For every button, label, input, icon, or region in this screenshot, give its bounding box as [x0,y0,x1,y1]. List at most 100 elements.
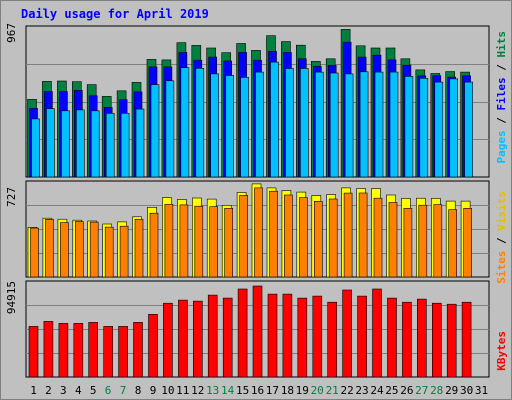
kbytes-bar-kbytes [207,294,218,378]
day-label: 8 [135,384,142,397]
day-label: 25 [385,384,398,397]
visits-sites-bar-sites [448,209,458,278]
day-label: 31 [475,384,488,397]
day-label: 5 [90,384,97,397]
kbytes-bar-kbytes [222,297,233,378]
hits-files-pages-bar-pages [255,71,264,178]
kbytes-bar-kbytes [357,295,367,378]
kbytes-bar-kbytes [387,297,397,378]
hits-files-pages-bar-pages [90,110,100,178]
kbytes-bar-kbytes [282,293,293,378]
visits-sites-bar-sites [45,219,54,278]
day-label: 13 [206,384,219,397]
day-label: 22 [340,384,353,397]
hits-files-pages-bar-pages [150,84,160,178]
visits-sites-bar-sites [328,198,338,278]
kbytes-bar-kbytes [58,323,69,378]
day-label: 21 [326,384,339,397]
kbytes-bar-kbytes [252,285,263,378]
day-label: 28 [430,384,443,397]
visits-sites-bar-sites [30,227,39,278]
visits-sites-bar-sites [388,202,398,278]
day-label: 2 [45,384,52,397]
day-label: 27 [415,384,428,397]
hits-files-pages-bar-pages [344,73,354,178]
day-label: 24 [370,384,384,397]
kbytes-bar-kbytes [28,326,39,378]
hits-files-pages-bar-pages [389,71,399,178]
visits-sites-bar-sites [194,205,204,278]
kbytes-bar-kbytes [327,301,338,378]
hits-files-pages-bar-pages [240,77,249,178]
visits-sites-bar-sites [119,225,129,278]
visits-sites-bar-sites [298,197,308,278]
kbytes-bar-kbytes [73,323,84,378]
visits-sites-bar-sites [463,208,472,278]
kbytes-bar-kbytes [312,295,323,378]
day-label: 29 [445,384,458,397]
visits-sites-bar-sites [418,204,428,278]
day-label: 9 [150,384,157,397]
kbytes-bar-kbytes [237,288,248,378]
hits-files-pages-bar-pages [270,61,279,178]
day-label: 10 [161,384,174,397]
visits-sites-bar-sites [433,204,443,278]
visits-sites-bar-sites [164,204,174,278]
kbytes-bar-kbytes [461,301,472,378]
kbytes-bar-kbytes [372,288,382,378]
hits-files-pages-bar-pages [299,68,309,178]
hits-files-pages-bar-pages [105,113,115,178]
hits-files-pages-bar-pages [76,109,85,178]
visits-sites-bar-sites [149,212,159,278]
hits-files-pages-bar-pages [31,118,40,178]
visits-sites-bar-sites [313,201,323,278]
kbytes-bar-kbytes [133,322,143,378]
kbytes-bar-kbytes [103,326,113,378]
kbytes-bar-kbytes [193,300,203,378]
visits-sites-bar-sites [209,206,218,278]
visits-sites-bar-sites [358,192,368,278]
kbytes-bar-kbytes [402,301,412,378]
visits-sites-bar-sites [224,208,233,278]
kbytes-bar-kbytes [163,302,173,378]
day-label: 16 [251,384,264,397]
kbytes-bar-kbytes [43,321,54,378]
day-label: 18 [281,384,294,397]
hits-files-pages-bar-pages [195,68,205,178]
visits-sites-bar-sites [254,187,263,278]
day-label: 6 [105,384,112,397]
kbytes-bar-kbytes [297,297,308,378]
hits-files-pages-bar-pages [285,68,294,178]
day-label: 15 [236,384,249,397]
visits-sites-bar-sites [269,190,278,278]
hits-files-pages-bar-pages [464,81,473,178]
kbytes-bar-kbytes [342,289,352,378]
hits-files-pages-bar-pages [180,67,190,178]
hits-files-pages-bar-pages [419,78,429,178]
hits-files-pages-bar-pages [434,81,444,178]
kbytes-bar-kbytes [267,293,278,378]
day-label: 26 [400,384,413,397]
hits-files-pages-bar-pages [120,113,130,178]
kbytes-bar-kbytes [148,313,158,378]
visits-sites-bar-sites [179,204,189,278]
visits-sites-bar-sites [403,208,413,278]
visits-sites-bar-sites [134,219,144,278]
visits-sites-bar-sites [60,222,69,278]
hits-files-pages-bar-pages [225,75,234,178]
hits-files-pages-bar-pages [329,72,339,178]
kbytes-bar-kbytes [431,302,442,378]
visits-sites-bar-sites [284,194,293,278]
day-label: 14 [221,384,235,397]
kbytes-bar-kbytes [178,299,188,378]
hits-files-pages-bar-pages [165,80,175,178]
kbytes-bar-kbytes [118,326,128,378]
hits-files-pages-bar-pages [359,71,369,178]
kbytes-bar-kbytes [416,298,427,378]
day-label: 3 [60,384,67,397]
day-label: 12 [191,384,204,397]
chart-title: Daily usage for April 2019 [21,7,209,21]
day-label: 11 [176,384,189,397]
